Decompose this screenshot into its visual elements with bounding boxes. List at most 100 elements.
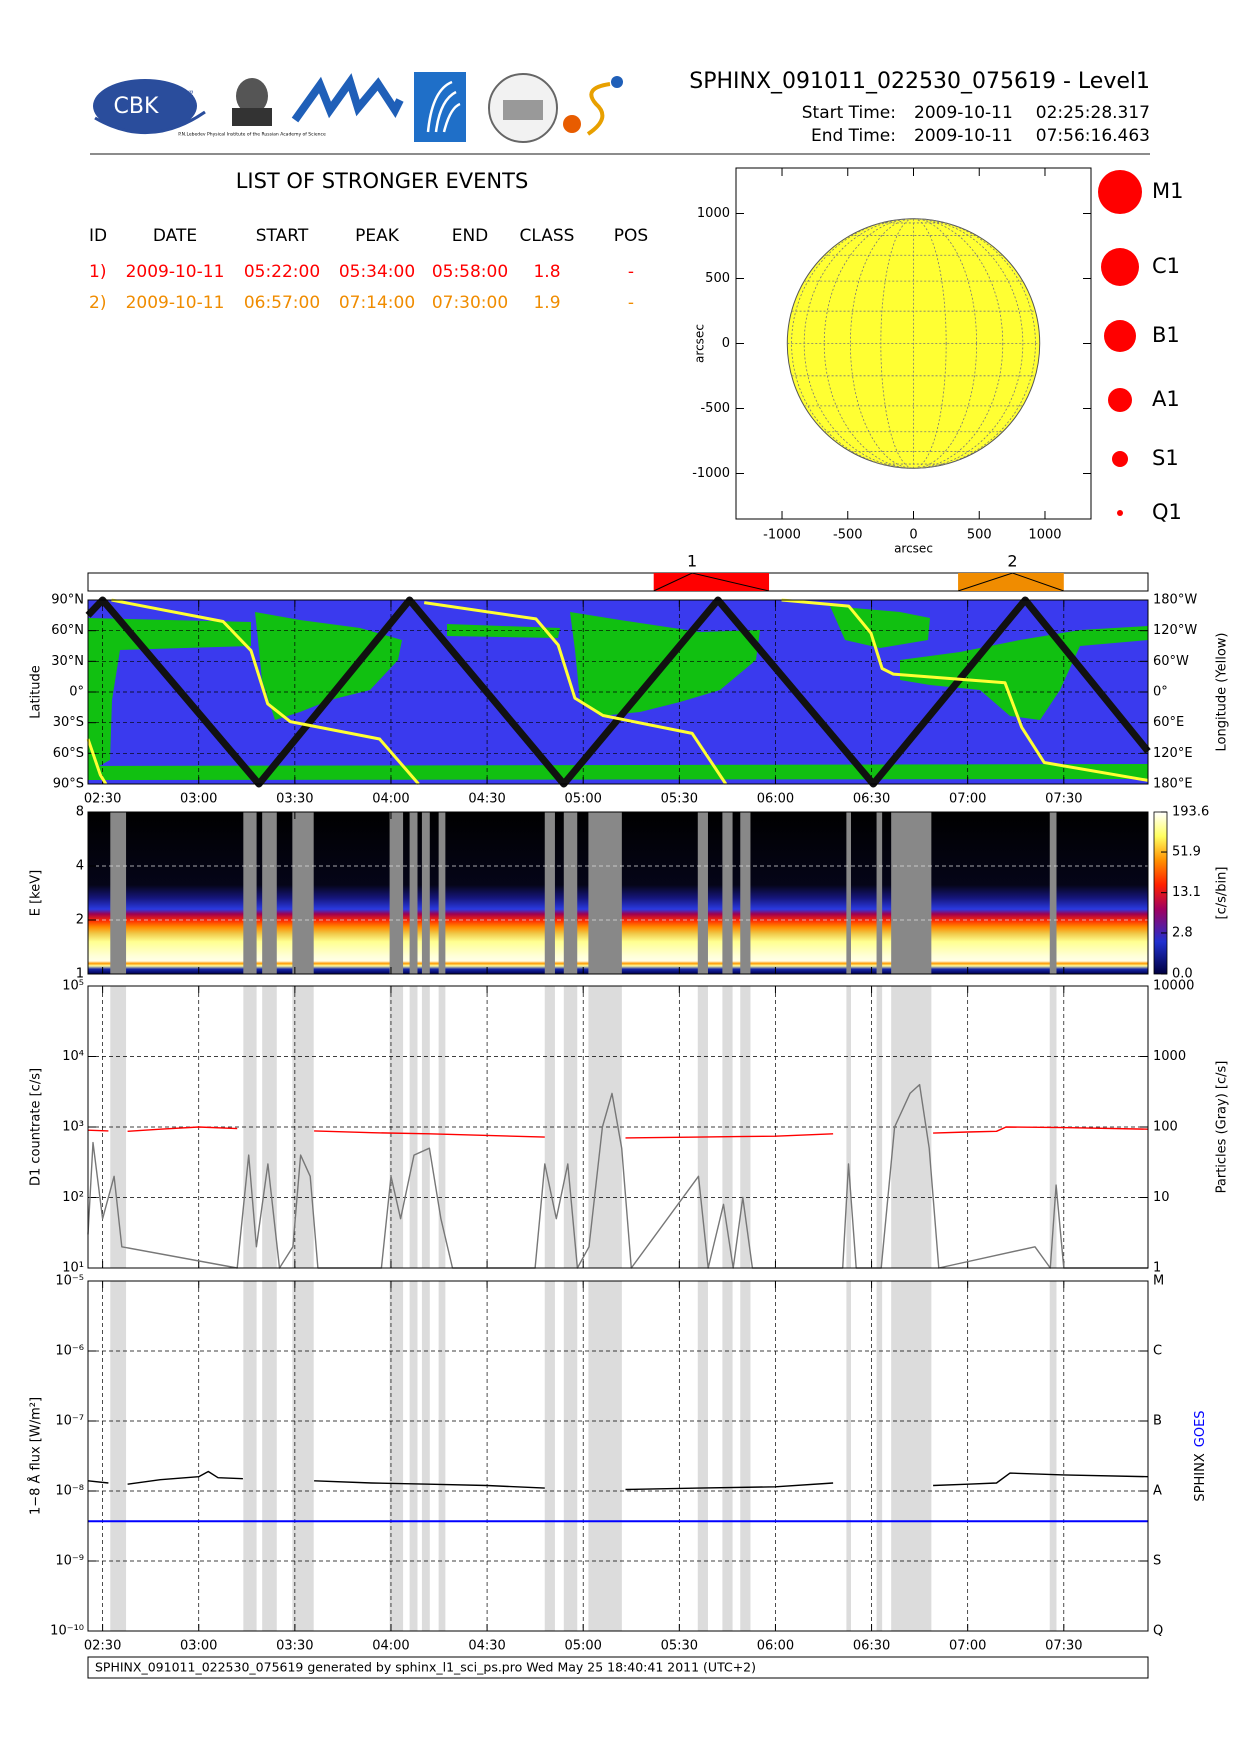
y-tick-label: 10⁻¹⁰ xyxy=(50,1624,84,1639)
data-gap xyxy=(891,1281,932,1631)
map-region xyxy=(830,606,930,648)
data-gap xyxy=(438,1281,446,1631)
y-tick-label: -1000 xyxy=(692,466,730,481)
colorbar-tick-label: 193.6 xyxy=(1172,805,1209,820)
y2-tick-label: A xyxy=(1153,1484,1162,1499)
y2-tick-label: 0° xyxy=(1153,685,1168,700)
y2-axis-label: Longitude (Yellow) xyxy=(1215,633,1230,752)
table-cell: 07:14:00 xyxy=(339,293,415,313)
y2-tick-label: M xyxy=(1153,1274,1164,1289)
data-gap xyxy=(544,986,555,1268)
y-tick-label: 0° xyxy=(69,685,84,700)
y2-tick-label: 180°E xyxy=(1153,777,1193,792)
logo-text: CBK xyxy=(114,94,159,119)
x-tick-label: 05:00 xyxy=(564,792,601,807)
data-gap xyxy=(740,986,751,1268)
table-cell: 2) xyxy=(89,293,106,313)
data-gap xyxy=(243,812,257,974)
logo-portrait xyxy=(232,108,272,126)
logo-square xyxy=(414,72,466,142)
table-cell: 1.9 xyxy=(533,293,560,313)
x-tick-label: 02:30 xyxy=(84,1639,121,1654)
data-gap xyxy=(697,1281,708,1631)
data-gap xyxy=(876,1281,883,1631)
event-peak xyxy=(957,572,1064,592)
logo-text: PAN xyxy=(187,90,194,102)
y-axis-label: 1−8 Å flux [W/m²] xyxy=(28,1397,44,1515)
data-gap xyxy=(292,986,314,1268)
logo-miah xyxy=(291,73,404,123)
map-region xyxy=(900,626,1148,720)
size-legend-label: A1 xyxy=(1152,387,1180,411)
logo-cbk xyxy=(93,79,197,133)
table-cell: - xyxy=(628,293,634,313)
legend-entry: GOES xyxy=(1193,1410,1208,1447)
x-tick-label: 05:30 xyxy=(661,1639,698,1654)
y-tick-label: 10² xyxy=(62,1190,84,1205)
table-cell: 05:58:00 xyxy=(432,262,508,282)
end-time: 07:56:16.463 xyxy=(1036,126,1150,146)
data-gap xyxy=(891,812,932,974)
x-tick-label: 07:00 xyxy=(949,1639,986,1654)
x-axis-label: arcsec xyxy=(894,542,933,556)
data-gap xyxy=(722,812,733,974)
logo-s xyxy=(586,82,611,136)
start-label: Start Time: xyxy=(802,103,896,123)
table-header: START xyxy=(256,226,309,246)
table-cell: 2009-10-11 xyxy=(126,293,225,313)
legend-entry: SPHINX xyxy=(1193,1453,1208,1501)
sun-meridian xyxy=(880,218,947,469)
y-tick-label: 10³ xyxy=(62,1120,84,1135)
table-cell: 1.8 xyxy=(533,262,560,282)
y2-tick-label: 1 xyxy=(1153,1261,1161,1276)
table-header: POS xyxy=(614,226,648,246)
data-gap xyxy=(846,986,851,1268)
data-gap xyxy=(262,1281,277,1631)
data-gap xyxy=(409,1281,418,1631)
x-tick-label: 06:00 xyxy=(757,1639,794,1654)
data-gap xyxy=(389,1281,404,1631)
size-legend-label: B1 xyxy=(1152,323,1180,347)
legend: SPHINX GOES xyxy=(1193,1410,1208,1501)
x-tick-label: 1000 xyxy=(1028,528,1061,543)
data-gap xyxy=(563,1281,578,1631)
data-gap xyxy=(697,812,708,974)
x-tick-label: -1000 xyxy=(763,528,801,543)
series-line xyxy=(86,598,1149,785)
x-tick-label: 06:00 xyxy=(757,792,794,807)
data-gap xyxy=(389,812,404,974)
y-tick-label: 10⁻⁵ xyxy=(55,1274,84,1289)
data-gap xyxy=(421,1281,430,1631)
y2-tick-label: S xyxy=(1153,1554,1161,1569)
y2-tick-label: 120°W xyxy=(1153,623,1197,638)
y-tick-label: 10⁻⁷ xyxy=(55,1414,84,1429)
logos: CBK PAN P.N.Lebedev Physical Institute o… xyxy=(93,72,623,143)
y2-tick-label: C xyxy=(1153,1344,1162,1359)
table-header: DATE xyxy=(153,226,197,246)
data-gap xyxy=(110,812,127,974)
data-gap xyxy=(563,812,578,974)
y-tick-label: 10¹ xyxy=(62,1261,84,1276)
data-gap xyxy=(1049,812,1057,974)
data-gap xyxy=(697,986,708,1268)
table-cell: 05:34:00 xyxy=(339,262,415,282)
latitude-map xyxy=(88,600,1148,784)
x-tick-label: 07:30 xyxy=(1045,1639,1082,1654)
start-time: 02:25:28.317 xyxy=(1036,103,1150,123)
size-legend-marker xyxy=(1108,388,1132,412)
size-legend-marker xyxy=(1101,248,1139,286)
table-cell: 2009-10-11 xyxy=(126,262,225,282)
event-span xyxy=(653,573,770,591)
table-cell: 1) xyxy=(89,262,106,282)
size-legend-label: S1 xyxy=(1152,446,1179,470)
x-tick-label: 03:00 xyxy=(180,792,217,807)
x-tick-label: 04:30 xyxy=(468,1639,505,1654)
data-gap xyxy=(438,812,446,974)
y-tick-label: 90°S xyxy=(53,777,84,792)
y-axis-label: Latitude xyxy=(29,665,44,719)
y2-tick-label: 120°E xyxy=(1153,746,1193,761)
table-header: ID xyxy=(89,226,107,246)
event-label: 1 xyxy=(687,552,697,571)
data-gap xyxy=(740,812,751,974)
